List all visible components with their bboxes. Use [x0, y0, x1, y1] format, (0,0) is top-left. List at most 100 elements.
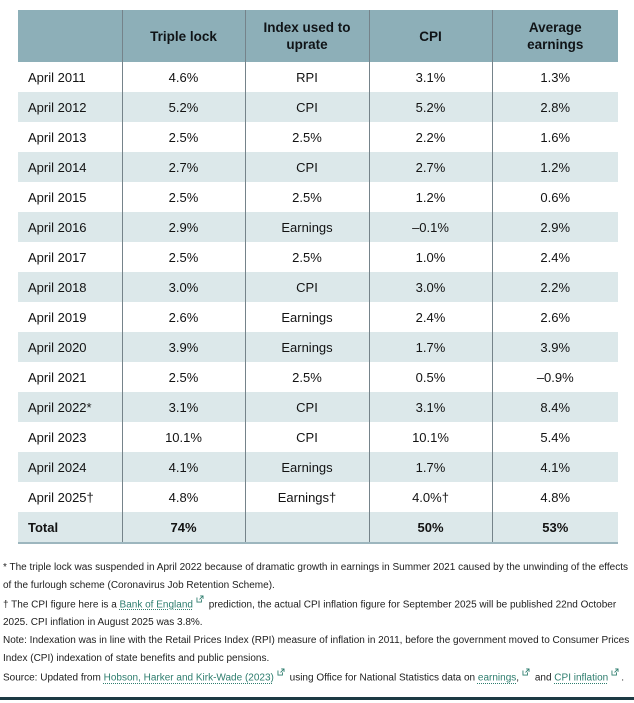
- footnote-text: * The triple lock was suspended in April…: [3, 562, 628, 591]
- footnote-text: .: [621, 672, 624, 684]
- table-cell: 5.2%: [121, 92, 245, 122]
- table-row: April 2018 3.0% CPI 3.0% 2.2%: [18, 272, 618, 302]
- table-cell: 3.1%: [368, 392, 492, 422]
- table-cell: 2.9%: [121, 212, 245, 242]
- row-label: April 2020: [28, 339, 87, 355]
- table-cell: 50%: [368, 512, 492, 543]
- table-cell: 2.7%: [121, 152, 245, 182]
- table-cell: 2.9%: [491, 212, 618, 242]
- row-label: April 2019: [28, 309, 87, 325]
- table-row: April 2019 2.6% Earnings 2.4% 2.6%: [18, 302, 618, 332]
- table-cell: 4.1%: [121, 452, 245, 482]
- table-cell: 2.6%: [121, 302, 245, 332]
- table-cell: 1.6%: [491, 122, 618, 152]
- table-cell: 2.5%: [121, 362, 245, 392]
- row-label: April 2013: [28, 129, 87, 145]
- footnote-text: † The CPI figure here is a: [3, 599, 120, 611]
- table-cell: 5.2%: [368, 92, 492, 122]
- footnote-text: ,: [516, 672, 520, 684]
- footnotes-block: * The triple lock was suspended in April…: [3, 559, 631, 688]
- row-label: April 2015: [28, 189, 87, 205]
- external-link-icon[interactable]: [611, 668, 619, 676]
- footnote-link[interactable]: Hobson, Harker and Kirk-Wade (2023): [103, 672, 274, 684]
- table-cell: 3.0%: [368, 272, 492, 302]
- row-label: April 2011: [28, 69, 86, 85]
- table-cell: 2.5%: [121, 182, 245, 212]
- footnote-text: prediction, the actual CPI inflation fig…: [3, 599, 617, 629]
- column-header: Triple lock: [121, 10, 245, 62]
- table-cell: 4.8%: [121, 482, 245, 512]
- table-cell: 2.5%: [121, 242, 245, 272]
- table-row: April 2015 2.5% 2.5% 1.2% 0.6%: [18, 182, 618, 212]
- table-cell: RPI: [244, 62, 369, 92]
- table-cell: 2.2%: [491, 272, 618, 302]
- table-cell: 2.2%: [368, 122, 492, 152]
- row-label: April 2018: [28, 279, 87, 295]
- table-cell: 3.1%: [368, 62, 492, 92]
- external-link-icon[interactable]: [277, 668, 285, 676]
- footnote-link[interactable]: Bank of England: [119, 599, 193, 611]
- table-body: April 2011 4.6% RPI 3.1% 1.3% April 2012 5.2% C…: [18, 62, 618, 543]
- table-row: April 2021 2.5% 2.5% 0.5% –0.9%: [18, 362, 618, 392]
- row-label: Total: [28, 519, 59, 535]
- table-cell: 0.5%: [368, 362, 492, 392]
- footnote-link[interactable]: earnings: [477, 672, 517, 684]
- column-header: [18, 10, 122, 62]
- table-cell: Earnings: [244, 302, 369, 332]
- table-cell: 0.6%: [491, 182, 618, 212]
- footnote: Note: Indexation was in line with the Re…: [3, 632, 631, 668]
- row-label: April 2021: [28, 369, 87, 385]
- row-label: April 2022*: [28, 399, 92, 415]
- table-row: April 2014 2.7% CPI 2.7% 1.2%: [18, 152, 618, 182]
- footnote-text: using Office for National Statistics dat…: [286, 672, 478, 684]
- row-label: April 2025†: [28, 489, 94, 505]
- column-header: Average earnings: [491, 10, 618, 62]
- table-cell: 2.4%: [368, 302, 492, 332]
- external-link-icon[interactable]: [522, 668, 530, 676]
- table-cell: CPI: [244, 152, 369, 182]
- table-cell: Earnings: [244, 452, 369, 482]
- table-cell: 2.6%: [491, 302, 618, 332]
- table-cell: CPI: [244, 422, 369, 452]
- table-cell: 3.0%: [121, 272, 245, 302]
- table-cell: 1.7%: [368, 332, 492, 362]
- table-cell: 10.1%: [121, 422, 245, 452]
- column-header: CPI: [368, 10, 492, 62]
- table-cell: 2.5%: [244, 242, 369, 272]
- table-row: April 2011 4.6% RPI 3.1% 1.3%: [18, 62, 618, 92]
- table-header: Triple lock Index used to uprate CPI Averag…: [18, 10, 618, 62]
- table-cell: –0.9%: [491, 362, 618, 392]
- table-cell: 2.8%: [491, 92, 618, 122]
- bottom-divider: [0, 697, 634, 700]
- table-cell: 1.3%: [491, 62, 618, 92]
- row-label: April 2023: [28, 429, 87, 445]
- row-label: April 2024: [28, 459, 87, 475]
- footnote-text: and: [532, 672, 555, 684]
- row-label: April 2012: [28, 99, 87, 115]
- table-cell: CPI: [244, 272, 369, 302]
- table-cell: [244, 512, 369, 543]
- table-row: April 2016 2.9% Earnings –0.1% 2.9%: [18, 212, 618, 242]
- table-cell: 5.4%: [491, 422, 618, 452]
- table-cell: 4.6%: [121, 62, 245, 92]
- total-row: Total 74% 50% 53%: [18, 512, 618, 543]
- external-link-icon[interactable]: [196, 595, 204, 603]
- table-cell: CPI: [244, 392, 369, 422]
- table-row: April 2017 2.5% 2.5% 1.0% 2.4%: [18, 242, 618, 272]
- table-row: April 2012 5.2% CPI 5.2% 2.8%: [18, 92, 618, 122]
- footnote: † The CPI figure here is a Bank of Engla…: [3, 595, 631, 632]
- footnote-link[interactable]: CPI inflation: [554, 672, 609, 684]
- table-cell: 1.7%: [368, 452, 492, 482]
- table-cell: 2.5%: [244, 362, 369, 392]
- row-label: April 2014: [28, 159, 87, 175]
- table-cell: Earnings: [244, 332, 369, 362]
- column-header: Index used to uprate: [244, 10, 369, 62]
- row-label: April 2017: [28, 249, 87, 265]
- footnote-text: Note: Indexation was in line with the Re…: [3, 635, 630, 665]
- table-cell: 4.8%: [491, 482, 618, 512]
- table-cell: 1.2%: [491, 152, 618, 182]
- table-row: April 2020 3.9% Earnings 1.7% 3.9%: [18, 332, 618, 362]
- table-cell: 4.0%†: [368, 482, 492, 512]
- triple-lock-table: Triple lock Index used to uprate CPI Averag…: [18, 10, 618, 544]
- table-row: April 2022* 3.1% CPI 3.1% 8.4%: [18, 392, 618, 422]
